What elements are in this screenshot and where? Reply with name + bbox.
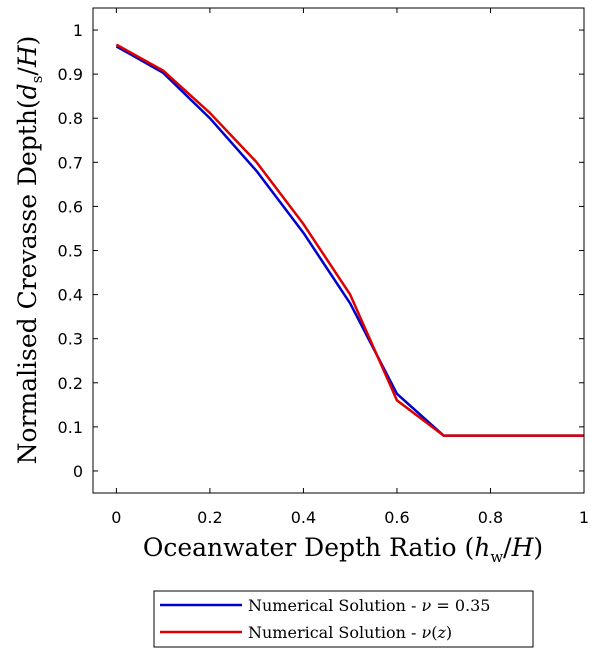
legend-label-nu-z: Numerical Solution - ν(z) (248, 623, 452, 642)
x-tick-label: 0.4 (291, 508, 316, 527)
lines-layer (115, 43, 584, 437)
ticks-layer: 0 0.2 0.4 0.6 0.8 1 0 0.1 0.2 0.3 0.4 0.5 0.6 0.7 0.8 0… (58, 8, 589, 527)
y-tick-label: 1 (73, 21, 83, 40)
x-tick-label: 0.2 (197, 508, 222, 527)
x-axis-label: Oceanwater Depth Ratio (hw/H) (143, 533, 543, 566)
x-tick-label: 1 (579, 508, 589, 527)
legend: Numerical Solution - ν = 0.35 Numerical … (153, 590, 534, 648)
y-tick-label: 0 (73, 462, 83, 481)
legend-label-nu-constant: Numerical Solution - ν = 0.35 (248, 596, 490, 615)
x-tick-label: 0.6 (384, 508, 409, 527)
y-tick-label: 0.6 (58, 197, 83, 216)
plot-area-frame (92, 7, 585, 494)
x-tick-label: 0 (111, 508, 121, 527)
y-axis-label: Normalised Crevasse Depth(ds/H) (13, 36, 46, 465)
x-tick-label: 0.8 (478, 508, 503, 527)
y-tick-label: 0.4 (58, 286, 83, 305)
y-tick-label: 0.2 (58, 374, 83, 393)
y-tick-label: 0.3 (58, 330, 83, 349)
y-tick-label: 0.5 (58, 242, 83, 261)
legend-box (153, 590, 534, 648)
y-tick-label: 0.7 (58, 153, 83, 172)
series-line-0 (115, 45, 584, 437)
y-tick-label: 0.9 (58, 65, 83, 84)
y-tick-label: 0.8 (58, 109, 83, 128)
y-tick-label: 0.1 (58, 418, 83, 437)
series-line-1 (115, 43, 584, 437)
